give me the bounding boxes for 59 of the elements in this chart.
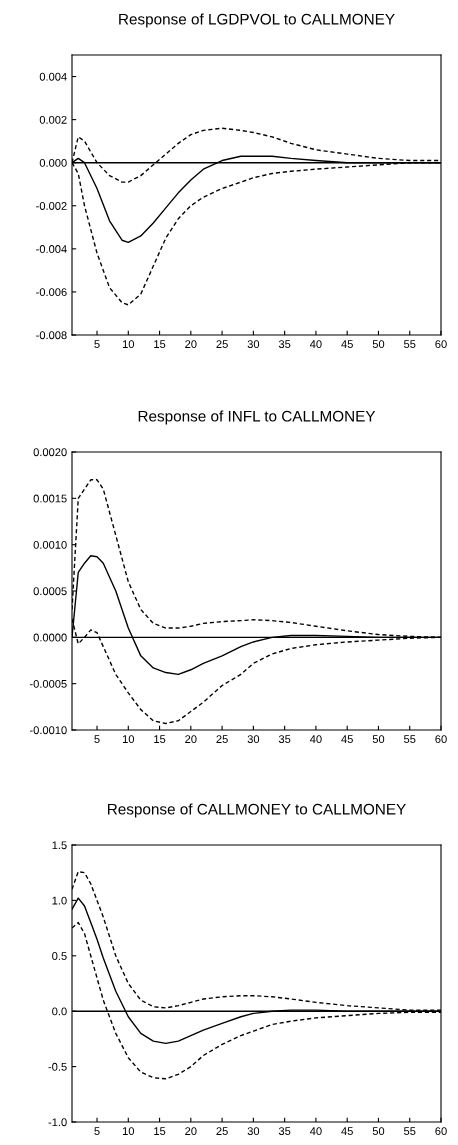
x-tick-label: 40 (309, 340, 322, 349)
x-tick-label: 5 (94, 735, 100, 744)
y-tick-label: 0.0010 (33, 540, 67, 549)
y-tick-label: 0.004 (39, 72, 67, 81)
x-tick-label: 35 (278, 1127, 291, 1136)
x-tick-label: 25 (216, 735, 228, 744)
x-tick-label: 15 (154, 340, 166, 349)
y-tick-label: 0.002 (39, 115, 67, 124)
y-tick-label: 1.5 (52, 841, 67, 850)
y-tick-label: 0.0015 (33, 494, 67, 503)
y-tick-label: 0.0 (52, 1007, 67, 1016)
x-tick-label: 35 (278, 340, 291, 349)
x-tick-label: 30 (247, 735, 260, 744)
chart-title: Response of INFL to CALLMONEY (138, 410, 376, 425)
y-tick-label: -0.0010 (29, 726, 67, 735)
y-tick-label: -0.002 (36, 202, 67, 210)
x-tick-label: 35 (278, 735, 291, 744)
chart-title: Response of CALLMONEY to CALLMONEY (108, 803, 406, 818)
x-tick-label: 10 (122, 340, 135, 349)
x-tick-label: 5 (94, 340, 100, 349)
x-tick-label: 45 (341, 1127, 353, 1136)
x-tick-label: 45 (341, 735, 353, 744)
y-tick-label: 0.0020 (33, 448, 67, 457)
x-tick-label: 25 (216, 1127, 228, 1136)
x-tick-label: 30 (247, 1127, 260, 1136)
x-tick-label: 50 (372, 735, 385, 744)
x-tick-label: 50 (372, 1127, 385, 1136)
y-tick-label: -1.0 (48, 1118, 67, 1127)
x-tick-label: 40 (309, 735, 322, 744)
x-tick-label: 55 (403, 735, 416, 744)
x-tick-label: 45 (341, 340, 353, 349)
x-tick-label: 5 (94, 1127, 100, 1136)
x-tick-label: 50 (372, 340, 385, 349)
x-tick-label: 60 (435, 735, 447, 744)
y-tick-label: 0.000 (39, 158, 67, 167)
x-tick-label: 60 (435, 1127, 447, 1136)
x-tick-label: 60 (435, 340, 447, 349)
chart-title: Response of LGDPVOL to CALLMONEY (119, 13, 395, 28)
y-tick-label: 0.0005 (33, 587, 67, 596)
x-tick-label: 20 (185, 1127, 197, 1136)
x-tick-label: 55 (403, 340, 416, 349)
y-tick-label: 0.5 (52, 952, 67, 960)
y-tick-label: -0.5 (48, 1062, 67, 1071)
y-tick-label: -0.0005 (29, 679, 67, 688)
x-tick-label: 30 (247, 340, 260, 349)
x-tick-label: 40 (309, 1127, 322, 1136)
x-tick-label: 20 (185, 735, 197, 744)
x-tick-label: 10 (122, 1127, 135, 1136)
x-tick-label: 25 (216, 340, 228, 349)
y-tick-label: -0.004 (36, 245, 67, 253)
y-tick-label: 1.0 (52, 896, 67, 905)
y-tick-label: -0.006 (36, 288, 67, 297)
x-tick-label: 15 (154, 735, 166, 744)
x-tick-label: 20 (185, 340, 197, 349)
x-tick-label: 55 (403, 1127, 416, 1136)
y-tick-label: 0.0000 (33, 633, 67, 642)
x-tick-label: 10 (122, 735, 135, 744)
x-tick-label: 15 (154, 1127, 166, 1136)
y-tick-label: -0.008 (36, 331, 67, 340)
